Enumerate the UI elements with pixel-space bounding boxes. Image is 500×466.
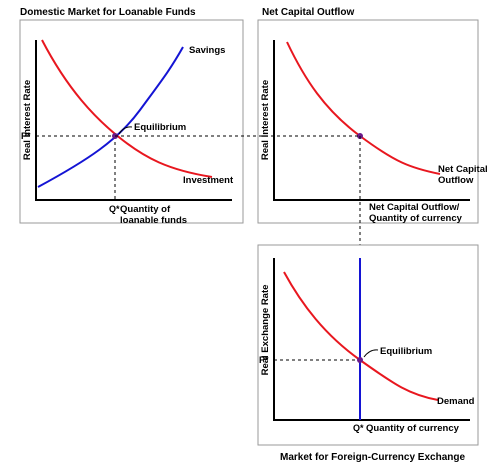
loanable-funds-axes	[35, 40, 232, 201]
nco-curve-label-line1: Net Capital	[438, 164, 488, 175]
loanable-x-label-line2: loanable funds	[120, 215, 187, 226]
exchange-y-label: Real Exchange Rate	[260, 285, 271, 376]
loanable-funds-y-label: Real Interest Rate	[22, 80, 33, 160]
investment-label: Investment	[183, 175, 234, 186]
exchange-axes	[273, 258, 470, 421]
investment-curve	[41, 39, 213, 178]
nco-title: Net Capital Outflow	[262, 7, 354, 18]
exchange-x-label: Quantity of currency	[366, 423, 460, 434]
exchange-equilibrium-leader	[363, 349, 379, 358]
loanable-equilibrium-label: Equilibrium	[134, 122, 186, 133]
exchange-equilibrium-label: Equilibrium	[380, 346, 432, 357]
loanable-funds-title: Domestic Market for Loanable Funds	[20, 7, 196, 18]
nco-axes	[273, 40, 470, 201]
loanable-q-star-tick: Q*	[109, 204, 120, 214]
nco-curve-label-line2: Outflow	[438, 175, 474, 186]
nco-y-label: Real Interest Rate	[260, 80, 271, 160]
loanable-equilibrium-leader	[118, 126, 133, 135]
loanable-x-label-line1: Quantity of	[120, 204, 171, 215]
loanable-p-star-tick: P*	[21, 131, 31, 141]
nco-panel	[257, 19, 479, 224]
savings-label: Savings	[189, 45, 225, 56]
exchange-equilibrium-point	[357, 357, 363, 363]
exchange-p-star-tick: P*	[259, 355, 269, 365]
nco-x-label-line1: Net Capital Outflow/	[369, 202, 460, 213]
nco-x-label-line2: Quantity of currency	[369, 213, 463, 224]
exchange-panel	[257, 244, 479, 446]
exchange-title: Market for Foreign-Currency Exchange	[280, 452, 465, 463]
exchange-q-star-tick: Q*	[353, 423, 364, 433]
demand-label: Demand	[437, 396, 475, 407]
savings-curve	[37, 46, 184, 188]
